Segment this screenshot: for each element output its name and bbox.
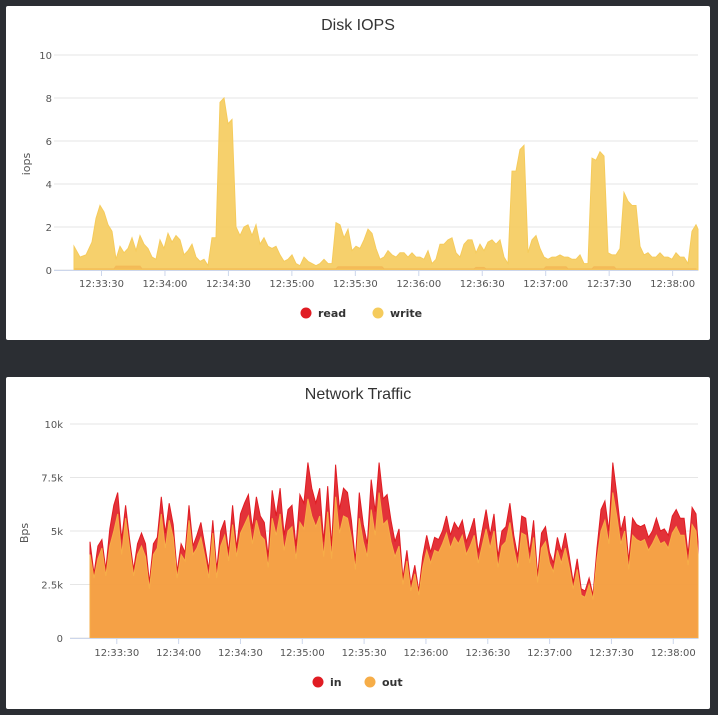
x-tick-label: 12:35:30 bbox=[333, 279, 378, 290]
network-traffic-chart: Network Traffic Bps 0 2.5k 5k 7.5k 10k 12:33:… bbox=[18, 386, 699, 689]
disk-iops-chart: Disk IOPS iops 0 2 4 6 8 10 12:33:30 12:34:00 12… bbox=[20, 17, 699, 320]
y-tick-label: 2.5k bbox=[41, 581, 63, 592]
legend-item-write[interactable]: write bbox=[372, 307, 423, 320]
x-tick-label: 12:38:00 bbox=[650, 279, 695, 290]
y-tick-label: 10 bbox=[39, 51, 52, 62]
network-traffic-panel: Network Traffic Bps 0 2.5k 5k 7.5k 10k 12:33:… bbox=[6, 377, 710, 709]
legend-label: out bbox=[382, 676, 403, 689]
x-tick-label: 12:38:00 bbox=[651, 648, 696, 659]
legend-marker bbox=[300, 307, 312, 319]
y-tick-label: 4 bbox=[46, 180, 52, 191]
x-tick-label: 12:34:30 bbox=[218, 648, 263, 659]
x-tick-label: 12:35:30 bbox=[342, 648, 387, 659]
y-tick-label: 2 bbox=[46, 223, 52, 234]
x-tick-label: 12:34:00 bbox=[142, 279, 187, 290]
chart-title: Disk IOPS bbox=[321, 17, 395, 34]
x-tick-label: 12:33:30 bbox=[79, 279, 124, 290]
y-tick-label: 8 bbox=[46, 94, 52, 105]
y-tick-label: 10k bbox=[44, 420, 63, 431]
legend-item-read[interactable]: read bbox=[300, 307, 347, 320]
x-tick-label: 12:37:30 bbox=[589, 648, 634, 659]
x-tick-label: 12:36:00 bbox=[403, 648, 448, 659]
y-tick-label: 0 bbox=[57, 634, 63, 645]
x-tick-label: 12:36:30 bbox=[460, 279, 505, 290]
chart-title: Network Traffic bbox=[305, 386, 411, 403]
x-tick-label: 12:35:00 bbox=[280, 648, 325, 659]
legend-label: in bbox=[330, 676, 342, 689]
series-area-write bbox=[73, 96, 699, 271]
y-axis-label: iops bbox=[20, 152, 33, 175]
y-axis-label: Bps bbox=[18, 523, 31, 544]
legend-label: write bbox=[390, 307, 422, 320]
y-tick-label: 5k bbox=[51, 527, 63, 538]
legend-marker bbox=[364, 676, 376, 688]
x-tick-label: 12:34:30 bbox=[206, 279, 251, 290]
x-tick-label: 12:33:30 bbox=[94, 648, 139, 659]
x-tick-label: 12:36:30 bbox=[465, 648, 510, 659]
x-tick-label: 12:37:00 bbox=[527, 648, 572, 659]
legend-marker bbox=[372, 307, 384, 319]
x-tick-label: 12:35:00 bbox=[269, 279, 314, 290]
legend-marker bbox=[312, 676, 324, 688]
x-tick-label: 12:36:00 bbox=[396, 279, 441, 290]
series-area-out bbox=[89, 492, 699, 639]
x-tick-label: 12:34:00 bbox=[156, 648, 201, 659]
y-tick-label: 6 bbox=[46, 137, 52, 148]
legend-label: read bbox=[318, 307, 346, 320]
x-tick-label: 12:37:30 bbox=[587, 279, 632, 290]
y-tick-label: 7.5k bbox=[41, 474, 63, 485]
legend-item-in[interactable]: in bbox=[312, 676, 342, 689]
legend-item-out[interactable]: out bbox=[364, 676, 403, 689]
y-tick-label: 0 bbox=[46, 266, 52, 277]
disk-iops-panel: Disk IOPS iops 0 2 4 6 8 10 12:33:30 12:34:00 12… bbox=[6, 6, 710, 340]
x-tick-label: 12:37:00 bbox=[523, 279, 568, 290]
